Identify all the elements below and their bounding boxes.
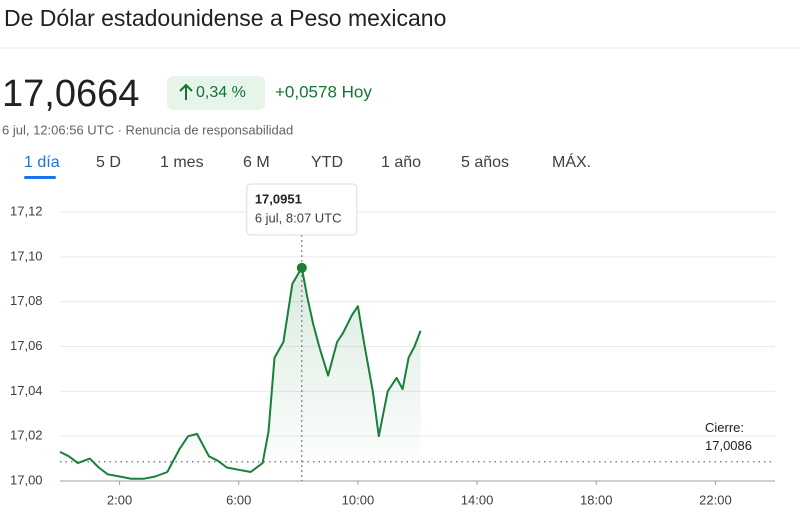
tooltip-value: 17,0951 bbox=[255, 191, 302, 206]
x-tick-label: 2:00 bbox=[107, 492, 132, 507]
y-tick-label: 17,02 bbox=[10, 428, 43, 443]
timestamp: 6 jul, 12:06:56 UTC · Renuncia de respon… bbox=[2, 122, 293, 137]
line bbox=[59, 266, 422, 480]
tooltip-time: 6 jul, 8:07 UTC bbox=[255, 210, 342, 225]
change-percent: 0,34 % bbox=[196, 84, 246, 101]
title: De Dólar estadounidense a Peso mexicano bbox=[4, 5, 446, 31]
tabs: 1 día 5 D 1 mes 6 M YTD 1 año 5 años MÁX. bbox=[24, 152, 591, 179]
x-tick-label: 10:00 bbox=[342, 492, 375, 507]
y-tick-label: 17,12 bbox=[10, 203, 43, 218]
area bbox=[60, 267, 421, 479]
previous-close-value: 17,0086 bbox=[705, 438, 752, 453]
y-tick-label: 17,04 bbox=[10, 383, 43, 398]
hover-point bbox=[296, 262, 307, 273]
plot: 17,00 17,02 17,04 17,06 17,08 17,10 17,12 2:00 6… bbox=[10, 183, 775, 507]
tooltip-box bbox=[246, 183, 358, 236]
x-tick-label: 18:00 bbox=[580, 492, 613, 507]
tab[interactable]: 6 M bbox=[243, 154, 270, 171]
tab[interactable]: 1 mes bbox=[160, 154, 204, 171]
x-tick-label: 6:00 bbox=[226, 492, 251, 507]
tab[interactable]: 5 años bbox=[461, 154, 509, 171]
up-arrow bbox=[179, 83, 193, 100]
tab-underline bbox=[24, 176, 56, 179]
y-tick-label: 17,06 bbox=[10, 338, 43, 353]
tab[interactable]: 1 día bbox=[24, 154, 60, 171]
x-tick-label: 22:00 bbox=[699, 492, 732, 507]
price: 17,0664 bbox=[2, 73, 139, 115]
tab[interactable]: 5 D bbox=[96, 154, 121, 171]
x-tick-label: 14:00 bbox=[461, 492, 494, 507]
y-tick-label: 17,08 bbox=[10, 293, 43, 308]
change-badge bbox=[167, 76, 265, 110]
tab[interactable]: YTD bbox=[311, 154, 343, 171]
y-tick-label: 17,00 bbox=[10, 472, 43, 487]
y-tick-label: 17,10 bbox=[10, 248, 43, 263]
tab[interactable]: MÁX. bbox=[552, 152, 591, 171]
previous-close-title: Cierre: bbox=[705, 420, 744, 435]
tab[interactable]: 1 año bbox=[381, 154, 421, 171]
change-abs: +0,0578 Hoy bbox=[275, 82, 372, 101]
